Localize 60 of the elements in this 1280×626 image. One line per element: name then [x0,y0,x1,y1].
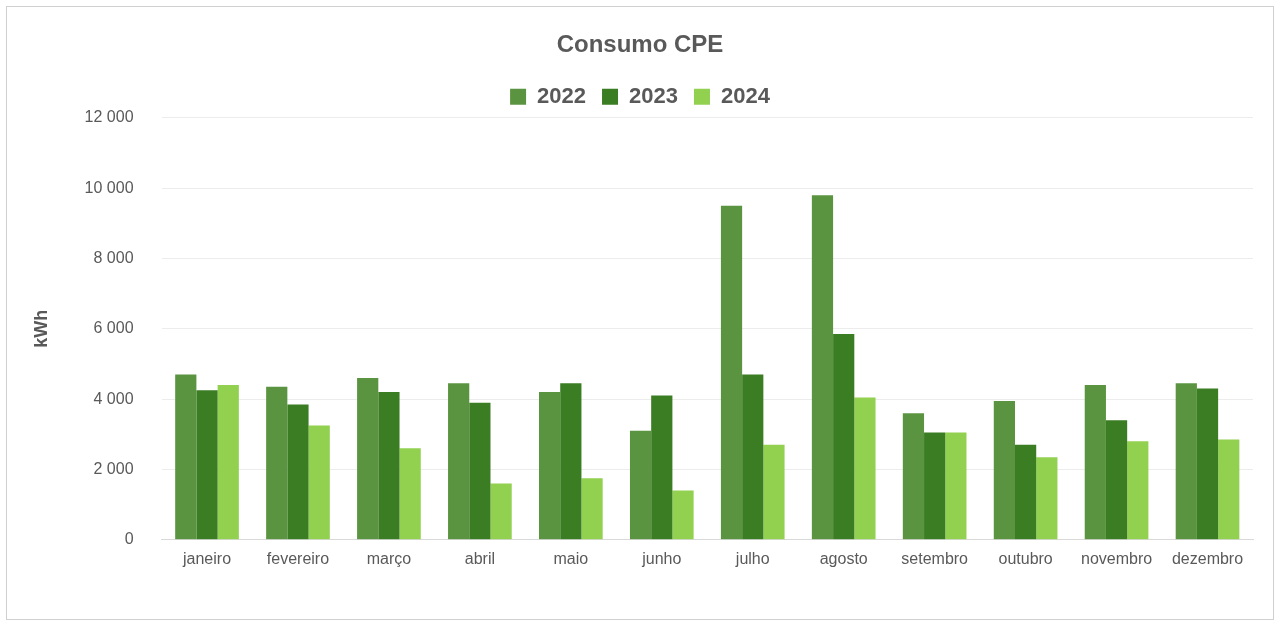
bar [378,392,400,540]
bar [720,205,743,540]
bar [266,386,288,540]
bar [924,432,946,540]
bar [560,383,582,540]
x-tick-label: setembro [901,549,969,567]
bar [1105,420,1128,540]
bar [1127,441,1149,540]
bar [1175,383,1197,540]
bar [1015,444,1037,540]
legend-label: 2024 [720,82,771,108]
x-tick-label: outubro [998,549,1053,567]
y-tick-label: 2 000 [93,459,134,477]
bar [175,374,197,540]
bar [287,404,309,540]
legend-label: 2022 [537,82,587,108]
bar [1084,385,1106,540]
y-tick-label: 12 000 [84,108,134,126]
bar [1036,457,1058,540]
x-tick-label: junho [641,549,682,567]
x-tick-label: julho [734,549,770,567]
bar [308,425,330,540]
bar [196,390,218,540]
x-tick-label: fevereiro [266,549,330,567]
bar [945,432,967,540]
bar [993,400,1015,540]
bar [1218,439,1240,540]
bar [742,374,764,540]
bar [217,385,239,540]
bar [1196,388,1219,540]
y-tick-label: 8 000 [93,248,134,266]
legend-label: 2023 [629,82,678,108]
bar [539,392,561,540]
x-tick-label: janeiro [182,549,232,567]
x-tick-label: dezembro [1171,549,1244,567]
bar [672,490,694,540]
bar [763,444,785,540]
y-axis-title: kWh [30,309,51,348]
x-tick-label: novembro [1080,549,1153,567]
bar [399,448,421,540]
bar [581,478,603,540]
bar [854,397,876,540]
bar [629,430,652,540]
x-tick-label: abril [464,549,495,567]
y-tick-label: 6 000 [93,319,134,337]
x-tick-label: maio [553,549,589,567]
y-tick-label: 0 [124,530,134,548]
y-tick-label: 10 000 [84,178,134,196]
bar [469,402,491,540]
y-tick-label: 4 000 [93,389,134,407]
chart-title: Consumo CPE [556,30,724,58]
bar [902,413,925,540]
bar [811,195,834,540]
bar [490,483,512,540]
bar [833,334,855,540]
bar [357,378,379,540]
bar [448,383,470,540]
x-tick-label: março [366,549,412,567]
x-tick-label: agosto [819,549,868,567]
bar [651,395,673,540]
